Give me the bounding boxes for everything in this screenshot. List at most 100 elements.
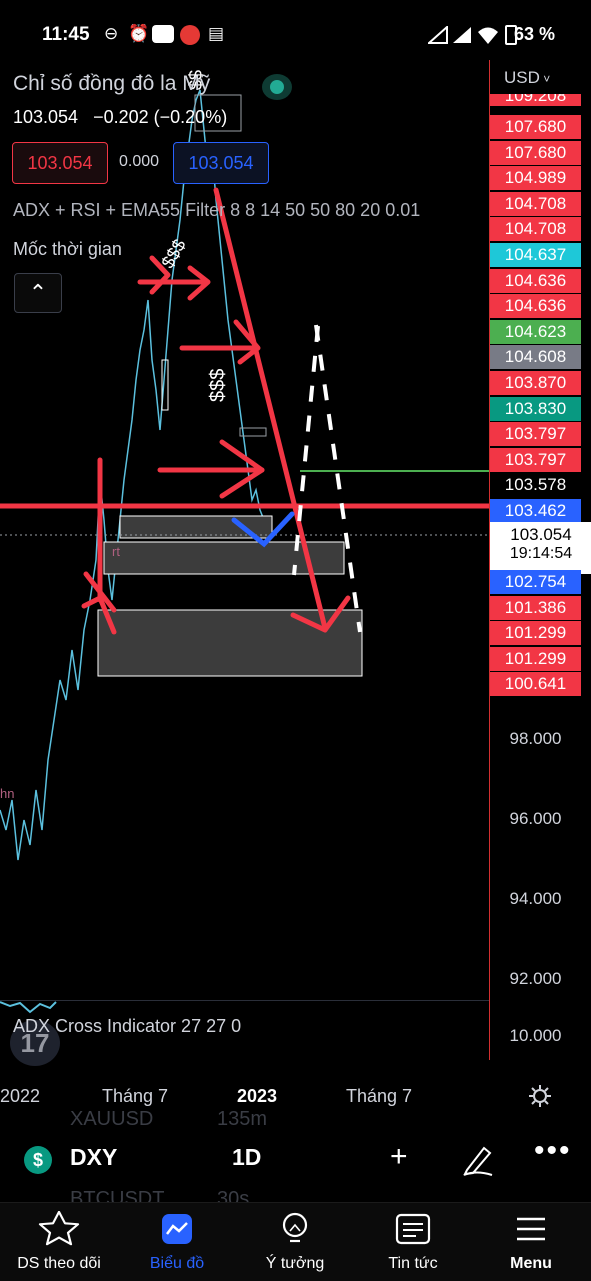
price-tick: 96.000 (509, 809, 562, 828)
price-label: 103.797 (490, 447, 581, 472)
nav-news[interactable]: Tin tức (354, 1203, 472, 1281)
signal-icon-2 (453, 27, 471, 43)
price-label: 101.386 (490, 595, 581, 620)
settings-icon[interactable] (528, 1084, 552, 1108)
hamburger-icon (517, 1217, 545, 1241)
price-tick: 94.000 (509, 889, 562, 908)
nav-label: Ý tưởng (265, 1255, 325, 1272)
market-status-dot[interactable] (262, 74, 292, 100)
dollar-icon: $ (24, 1146, 52, 1174)
buy-button[interactable]: 103.054 (173, 142, 269, 184)
star-icon (38, 1211, 80, 1246)
do-not-disturb-icon: ⊖ (104, 24, 119, 43)
symbol-selector[interactable]: DXY (70, 1144, 118, 1170)
faded-label-2: hn (0, 786, 14, 801)
battery-level: 63 % (513, 24, 555, 44)
price-label: 103.870 (490, 371, 581, 395)
price-label: 104.636 (490, 268, 581, 293)
price-label: 104.708 (490, 217, 581, 242)
pane-separator[interactable] (0, 1000, 489, 1001)
current-price-label: 103.054 19:14:54 (490, 522, 591, 574)
zalo-icon (152, 25, 174, 43)
chart-canvas[interactable]: $$$ $$$ $$ rt hn (0, 60, 489, 1000)
red-arrows (81, 187, 351, 635)
indicator-legend-adx-rsi[interactable]: ADX + RSI + EMA55 Filter 8 8 14 50 50 80… (13, 200, 421, 220)
price-label: 100.641 (490, 672, 581, 697)
blue-check-mark (231, 511, 295, 548)
app-notification-icon (180, 25, 200, 45)
price-tick: 98.000 (509, 729, 562, 748)
signal-icon (428, 26, 448, 44)
quote-line: 103.054 −0.202 (−0.20%) (13, 107, 227, 128)
price-label: 103.797 (490, 422, 581, 447)
status-time: 11:45 (42, 24, 90, 45)
small-box (239, 427, 267, 437)
price-label: 101.299 (490, 646, 581, 671)
liquidity-marker-2: $$$ (207, 369, 229, 402)
indicator-legend-timestamp[interactable]: Mốc thời gian (13, 239, 122, 259)
time-label: Tháng 7 (346, 1086, 413, 1106)
message-icon: ▤ (208, 24, 225, 43)
demand-zone[interactable] (97, 609, 363, 677)
more-options-icon[interactable]: ••• (534, 1134, 572, 1167)
last-price: 103.054 (13, 107, 79, 127)
price-series (0, 89, 265, 861)
price-scale[interactable]: USD ˅ 109.208 107.680 107.680 104.989 104.70… (489, 60, 591, 1060)
chart-title[interactable]: Chỉ số đồng đô la Mỹ (13, 72, 211, 95)
ghost-timeframe: 135m (217, 1108, 268, 1130)
chevron-up-icon: ⌃ (28, 280, 48, 305)
price-label: 101.299 (490, 621, 581, 646)
price-chart[interactable]: $$$ $$$ $$ rt hn (0, 60, 489, 1000)
nav-label: DS theo dõi (17, 1255, 101, 1272)
currency-label: USD (504, 68, 540, 87)
nav-chart[interactable]: Biểu đồ (118, 1203, 236, 1281)
tradingview-logo-icon: 17 (10, 1020, 60, 1066)
time-label: Tháng 7 (102, 1086, 169, 1106)
liquidity-marker-3: $$ (186, 70, 206, 90)
chevron-down-icon: ˅ (539, 72, 551, 86)
drawing-tool-icon[interactable] (462, 1142, 494, 1176)
collapse-legend-button[interactable]: ⌃ (14, 273, 62, 313)
chart-icon (162, 1214, 192, 1244)
price-label: 104.708 (490, 191, 581, 216)
nav-watchlist[interactable]: DS theo dõi (0, 1203, 118, 1281)
add-indicator-icon[interactable]: + (390, 1140, 408, 1173)
price-label: 104.989 (490, 166, 581, 191)
battery-icon (505, 25, 517, 45)
nav-label: Tin tức (388, 1255, 438, 1272)
spread-value: 0.000 (119, 153, 160, 170)
price-change: −0.202 (−0.20%) (93, 107, 228, 127)
price-label: 107.680 (490, 115, 581, 139)
time-label: 2022 (0, 1086, 41, 1106)
timeframe-selector[interactable]: 1D (232, 1144, 262, 1170)
white-dashed-arrow (292, 324, 362, 633)
bottom-navigation: DS theo dõi Biểu đồ Ý tưởng Tin tức Menu (0, 1202, 591, 1281)
price-label: 109.208 (490, 94, 581, 106)
price-label: 103.830 (490, 396, 581, 421)
price-label: 103.462 (490, 499, 581, 523)
faded-label-1: rt (112, 544, 120, 559)
price-label: 103.578 (490, 473, 581, 498)
indicator-legend-adx-cross[interactable]: ADX Cross Indicator 27 27 0 (13, 1016, 242, 1036)
adx-series (0, 1001, 57, 1014)
time-label: 2023 (237, 1086, 278, 1106)
price-label: 104.636 (490, 294, 581, 319)
price-tick: 92.000 (509, 969, 562, 988)
lightbulb-icon (282, 1212, 308, 1243)
nav-ideas[interactable]: Ý tưởng (236, 1203, 354, 1281)
sell-button[interactable]: 103.054 (12, 142, 108, 184)
alarm-icon: ⏰ (128, 24, 150, 43)
symbol-toolbar: XAUUSD 135m $ DXY 1D + ••• BTCUSDT 30s (0, 1108, 591, 1210)
price-label: 104.623 (490, 319, 581, 344)
news-icon (395, 1213, 431, 1245)
price-label: 102.754 (490, 570, 581, 594)
candle-marker (161, 359, 169, 411)
currency-selector[interactable]: USD ˅ (504, 68, 550, 88)
nav-label: Menu (510, 1255, 552, 1272)
current-price-value: 103.054 (510, 525, 572, 544)
nav-menu[interactable]: Menu (472, 1203, 590, 1281)
candle-box (194, 94, 242, 132)
countdown-timer: 19:14:54 (509, 545, 573, 562)
price-label: 104.637 (490, 243, 581, 267)
nav-label: Biểu đồ (149, 1255, 205, 1272)
